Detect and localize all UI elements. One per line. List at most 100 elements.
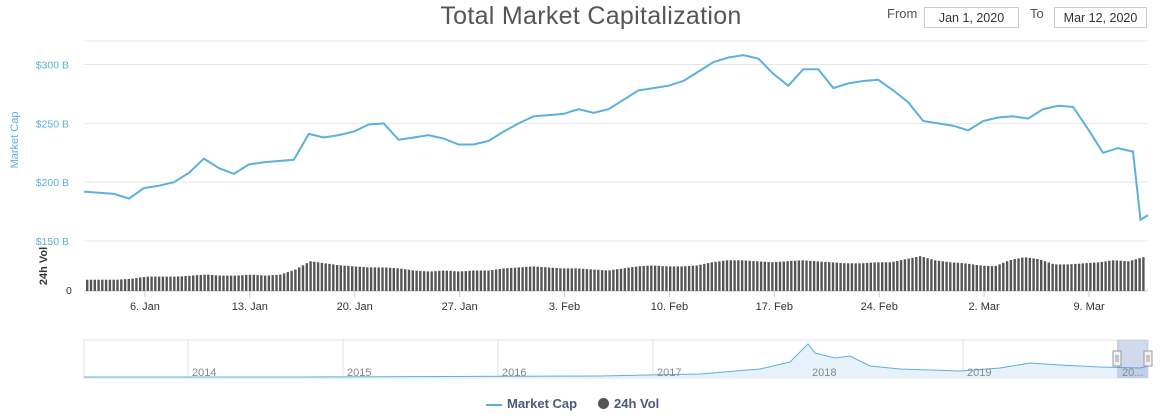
navigator-tick-label: 2019: [967, 367, 991, 379]
volume-bar: [150, 276, 153, 291]
volume-bar: [835, 262, 838, 291]
volume-bar: [937, 260, 941, 291]
navigator-selected-range[interactable]: [1117, 340, 1148, 378]
volume-bar: [207, 274, 210, 291]
x-tick-label: 10. Feb: [651, 301, 688, 313]
volume-bar: [411, 270, 414, 291]
volume-bar: [809, 260, 812, 291]
volume-bar: [385, 267, 388, 291]
volume-bar: [979, 265, 982, 291]
volume-bar: [120, 279, 123, 291]
volume-bar: [1028, 257, 1031, 291]
volume-bar: [824, 261, 827, 291]
volume-bar: [884, 262, 888, 291]
volume-bar: [994, 265, 997, 291]
volume-bar: [574, 268, 577, 291]
volume-bar: [222, 275, 225, 291]
volume-bar: [415, 270, 418, 291]
volume-bar: [623, 268, 626, 291]
volume-bar: [589, 269, 592, 291]
volume-bar: [475, 270, 479, 291]
volume-bar: [434, 271, 437, 291]
volume-bar: [1077, 263, 1081, 291]
volume-bar: [388, 267, 392, 291]
volume-bar: [1100, 261, 1103, 291]
volume-bar: [536, 266, 539, 291]
volume-bar: [756, 261, 759, 291]
volume-bar: [888, 262, 891, 291]
volume-bar: [407, 269, 411, 291]
volume-bar: [922, 257, 925, 291]
legend-circle-icon: [598, 398, 609, 409]
volume-bar: [195, 275, 199, 291]
volume-bar: [260, 275, 263, 291]
volume-bar: [1058, 264, 1062, 292]
volume-bar: [1043, 261, 1047, 291]
volume-bar: [157, 276, 161, 291]
volume-bar: [1089, 262, 1092, 291]
navigator-series-line: [84, 343, 1149, 378]
volume-bar: [555, 268, 558, 291]
volume-bar: [858, 263, 861, 291]
volume-bar: [650, 265, 653, 291]
volume-bar: [1142, 257, 1145, 291]
volume-bar: [971, 264, 975, 291]
x-tick-label: 13. Jan: [232, 301, 268, 313]
volume-bar: [1130, 260, 1134, 291]
volume-bar: [642, 266, 645, 291]
volume-bar: [1104, 261, 1107, 291]
volume-bar: [180, 276, 183, 291]
legend-item-market-cap[interactable]: Market Cap: [486, 396, 577, 411]
volume-bar: [722, 260, 725, 291]
volume-bar: [373, 267, 377, 291]
volume-bar: [358, 266, 361, 291]
volume-bar: [146, 276, 149, 291]
legend-line-icon: [486, 403, 502, 406]
volume-bar: [313, 261, 316, 291]
volume-bar: [93, 279, 96, 291]
volume-bar: [400, 268, 403, 291]
volume-bar: [173, 276, 176, 291]
volume-bar: [896, 260, 899, 291]
volume-bar: [672, 266, 676, 291]
volume-bar: [199, 275, 202, 291]
volume-bar: [862, 263, 865, 291]
volume-bar: [600, 270, 604, 291]
volume-bar: [865, 262, 869, 291]
volume-bar: [873, 262, 876, 291]
y-tick-label: $150 B: [36, 236, 69, 248]
x-tick-label: 24. Feb: [861, 301, 898, 313]
volume-bar: [301, 265, 305, 291]
volume-bar: [604, 270, 607, 291]
volume-bar: [453, 271, 456, 291]
volume-bar: [899, 260, 903, 291]
navigator-right-handle[interactable]: [1143, 350, 1153, 367]
volume-bar: [964, 263, 967, 291]
volume-bar: [778, 261, 782, 291]
volume-bar: [793, 260, 797, 291]
navigator-left-handle[interactable]: [1112, 350, 1122, 367]
volume-bar: [627, 267, 630, 291]
volume-bar: [945, 261, 948, 291]
x-tick-label: 6. Jan: [130, 301, 160, 313]
from-date-input[interactable]: Jan 1, 2020: [924, 7, 1019, 28]
volume-bar: [252, 274, 255, 291]
volume-bar: [491, 270, 494, 291]
volume-bar: [911, 257, 914, 291]
volume-bar: [968, 263, 971, 291]
volume-bar: [445, 270, 448, 291]
legend-item-24h-vol[interactable]: 24h Vol: [598, 396, 659, 411]
volume-bar: [320, 262, 324, 291]
to-date-input[interactable]: Mar 12, 2020: [1054, 7, 1147, 28]
volume-bar: [612, 269, 615, 291]
volume-bar: [123, 279, 127, 291]
volume-bar: [930, 259, 933, 291]
volume-bar: [763, 261, 766, 291]
volume-bar: [915, 257, 918, 291]
range-navigator[interactable]: 2014 2015 2016 2017 2018 2019 20...: [83, 339, 1153, 379]
to-label: To: [1030, 6, 1044, 21]
volume-bar: [1017, 258, 1020, 291]
volume-bar: [544, 267, 547, 291]
volume-bar: [1036, 259, 1039, 291]
